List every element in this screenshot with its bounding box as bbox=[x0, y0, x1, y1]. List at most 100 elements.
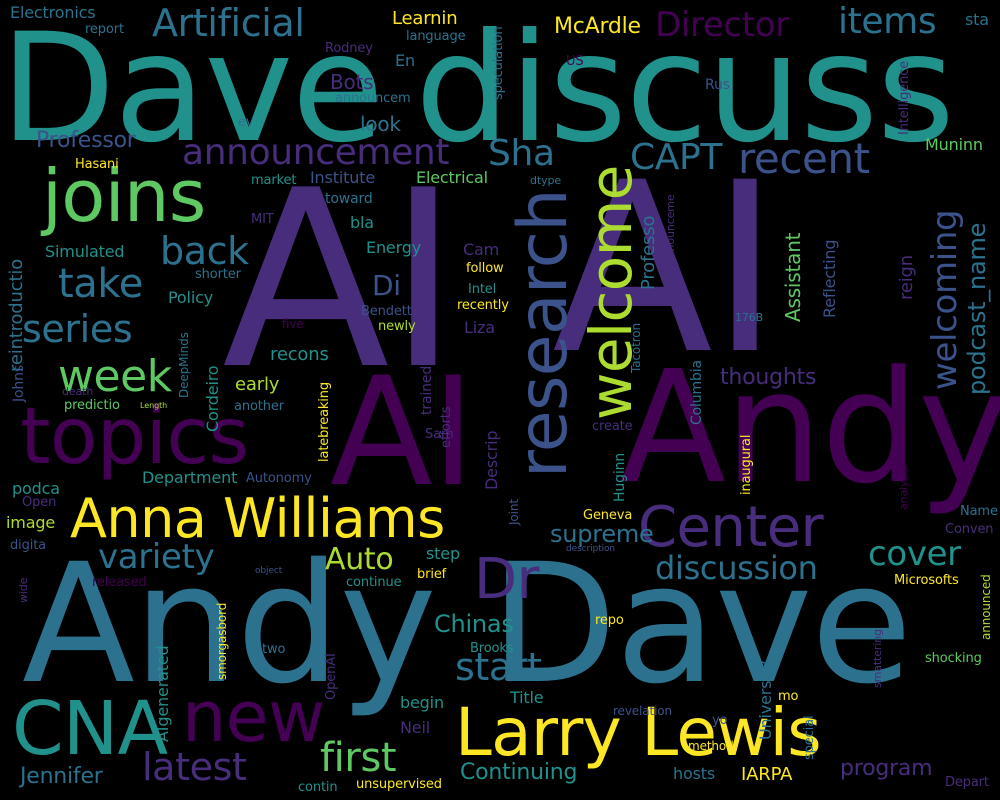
word: two bbox=[262, 642, 286, 657]
word: announcem bbox=[335, 91, 411, 106]
word: unsupervised bbox=[356, 777, 442, 792]
word: Auto bbox=[325, 542, 394, 577]
word: another bbox=[234, 399, 284, 414]
word: MIT bbox=[251, 212, 274, 227]
word: research bbox=[504, 189, 583, 478]
word: analysis bbox=[897, 466, 910, 510]
word: first bbox=[320, 735, 397, 781]
word: topics bbox=[20, 392, 249, 482]
word: thoughts bbox=[720, 365, 817, 390]
word: early bbox=[235, 374, 280, 395]
word: death bbox=[62, 385, 94, 398]
word: OpenAI bbox=[324, 653, 339, 700]
word: dtype bbox=[530, 174, 562, 187]
word: Cam bbox=[463, 240, 500, 259]
word: announcement bbox=[182, 132, 450, 173]
word: speculation bbox=[491, 26, 506, 100]
word: market bbox=[251, 173, 297, 188]
word: smattering bbox=[871, 628, 884, 688]
word: Center bbox=[638, 495, 824, 560]
word: yo bbox=[712, 713, 728, 728]
word: Conven bbox=[945, 522, 994, 537]
word: En bbox=[395, 51, 415, 70]
word: language bbox=[406, 29, 466, 44]
word: University bbox=[756, 660, 775, 740]
word: Learnin bbox=[392, 8, 458, 29]
word: Microsofts bbox=[894, 573, 959, 588]
word: Intel bbox=[468, 282, 497, 297]
word: Geneva bbox=[583, 508, 633, 523]
word: supreme bbox=[550, 520, 654, 548]
word: cover bbox=[868, 534, 961, 574]
word: Professor bbox=[36, 128, 136, 153]
word: Depart bbox=[945, 775, 989, 790]
word: recently bbox=[457, 298, 509, 313]
word: mo bbox=[778, 689, 799, 704]
word: look bbox=[360, 112, 401, 136]
word: Director bbox=[655, 5, 789, 45]
word: Reflecting bbox=[820, 239, 839, 318]
word: digita bbox=[10, 538, 47, 553]
word: follow bbox=[466, 261, 504, 276]
word: released bbox=[92, 575, 147, 590]
word: shocking bbox=[925, 651, 982, 666]
word: McArdle bbox=[554, 14, 641, 39]
word: announceme bbox=[664, 194, 677, 265]
word: Rus bbox=[705, 77, 730, 93]
word: DeepMinds bbox=[177, 332, 191, 398]
word: Columbia bbox=[689, 360, 705, 425]
word: Sam bbox=[425, 427, 454, 442]
word: recons bbox=[270, 344, 329, 365]
word: latest bbox=[142, 745, 247, 789]
word: Johns bbox=[11, 364, 27, 402]
word: Continuing bbox=[460, 760, 578, 785]
word: welcome bbox=[577, 165, 645, 420]
word: report bbox=[85, 22, 124, 37]
word: Open bbox=[22, 495, 57, 510]
word: IARPA bbox=[741, 764, 793, 785]
word: begin bbox=[400, 693, 444, 712]
word: smorgasbord bbox=[215, 602, 229, 680]
word: Institute bbox=[310, 168, 376, 187]
word: AIgenerated bbox=[153, 645, 172, 742]
word: CNA bbox=[12, 686, 168, 772]
word: predictio bbox=[64, 398, 120, 413]
word: Sha bbox=[488, 133, 555, 174]
word: Dr bbox=[474, 547, 540, 612]
word: Electrical bbox=[416, 168, 488, 187]
word: announced bbox=[979, 574, 993, 640]
word: back bbox=[160, 229, 249, 273]
word: Simulated bbox=[45, 242, 125, 261]
word: podcast_name bbox=[963, 222, 991, 395]
word: Rodney bbox=[325, 41, 373, 56]
word: Larry Lewis bbox=[455, 694, 822, 771]
word: hosts bbox=[673, 764, 716, 783]
word: shorter bbox=[195, 267, 241, 282]
word: Tacotron bbox=[629, 323, 643, 373]
word: welcoming bbox=[925, 209, 965, 390]
word: start bbox=[455, 645, 542, 689]
word: Energy bbox=[366, 238, 422, 257]
word: discuss bbox=[415, 2, 955, 176]
word: method bbox=[688, 739, 734, 753]
word: podca bbox=[12, 479, 60, 498]
word: create bbox=[592, 419, 633, 434]
word: Length bbox=[140, 401, 168, 410]
word: Joint bbox=[507, 499, 521, 525]
word: trained bbox=[419, 365, 435, 415]
word: Huginn bbox=[612, 452, 628, 502]
word: Department bbox=[142, 468, 238, 487]
word: reintroductio bbox=[6, 258, 27, 372]
word: inaugural bbox=[739, 434, 754, 495]
word: items bbox=[838, 1, 937, 42]
word: week bbox=[58, 351, 172, 402]
word: joins bbox=[42, 154, 206, 238]
word: Dave bbox=[0, 2, 384, 176]
word: latebreaking bbox=[317, 381, 332, 462]
word: bla bbox=[350, 213, 374, 232]
word: new bbox=[182, 676, 325, 758]
word: contin bbox=[298, 780, 338, 795]
word: 176B bbox=[735, 311, 764, 324]
word: continue bbox=[346, 575, 402, 590]
word: Professo bbox=[638, 215, 659, 290]
